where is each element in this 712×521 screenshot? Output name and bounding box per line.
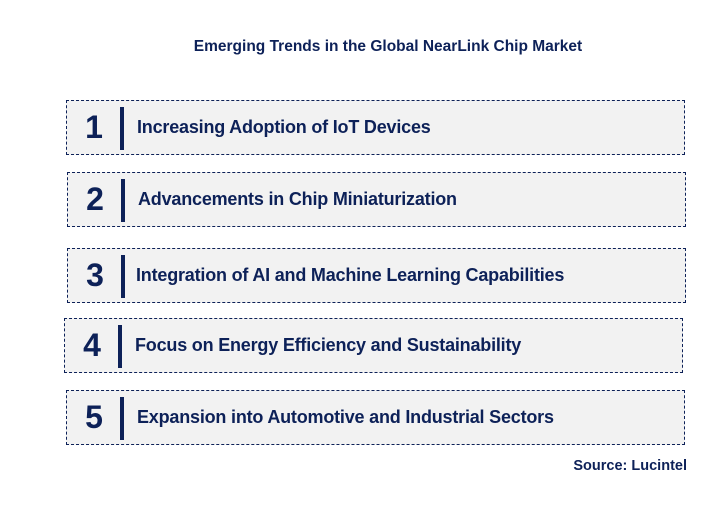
source-caption: Source: Lucintel: [573, 458, 687, 474]
trend-label: Expansion into Automotive and Industrial…: [137, 407, 554, 427]
divider-bar: [121, 179, 125, 222]
trend-item-4: 4 Focus on Energy Efficiency and Sustain…: [64, 318, 683, 373]
trend-label: Advancements in Chip Miniaturization: [138, 189, 457, 209]
divider-bar: [121, 255, 125, 298]
trend-number: 4: [83, 327, 101, 363]
trend-label: Increasing Adoption of IoT Devices: [137, 117, 431, 137]
trend-item-1: 1 Increasing Adoption of IoT Devices: [66, 100, 685, 155]
trend-number: 1: [85, 109, 103, 145]
trend-number: 5: [85, 399, 103, 435]
trend-item-2: 2 Advancements in Chip Miniaturization: [67, 172, 686, 227]
divider-bar: [120, 397, 124, 440]
diagram-title: Emerging Trends in the Global NearLink C…: [193, 38, 583, 55]
trend-number: 2: [86, 181, 104, 217]
trend-number: 3: [86, 257, 104, 293]
trend-item-5: 5 Expansion into Automotive and Industri…: [66, 390, 685, 445]
trend-label: Focus on Energy Efficiency and Sustainab…: [135, 335, 522, 355]
divider-bar: [120, 107, 124, 150]
divider-bar: [118, 325, 122, 368]
trend-item-3: 3 Integration of AI and Machine Learning…: [67, 248, 686, 303]
trend-label: Integration of AI and Machine Learning C…: [136, 265, 565, 285]
